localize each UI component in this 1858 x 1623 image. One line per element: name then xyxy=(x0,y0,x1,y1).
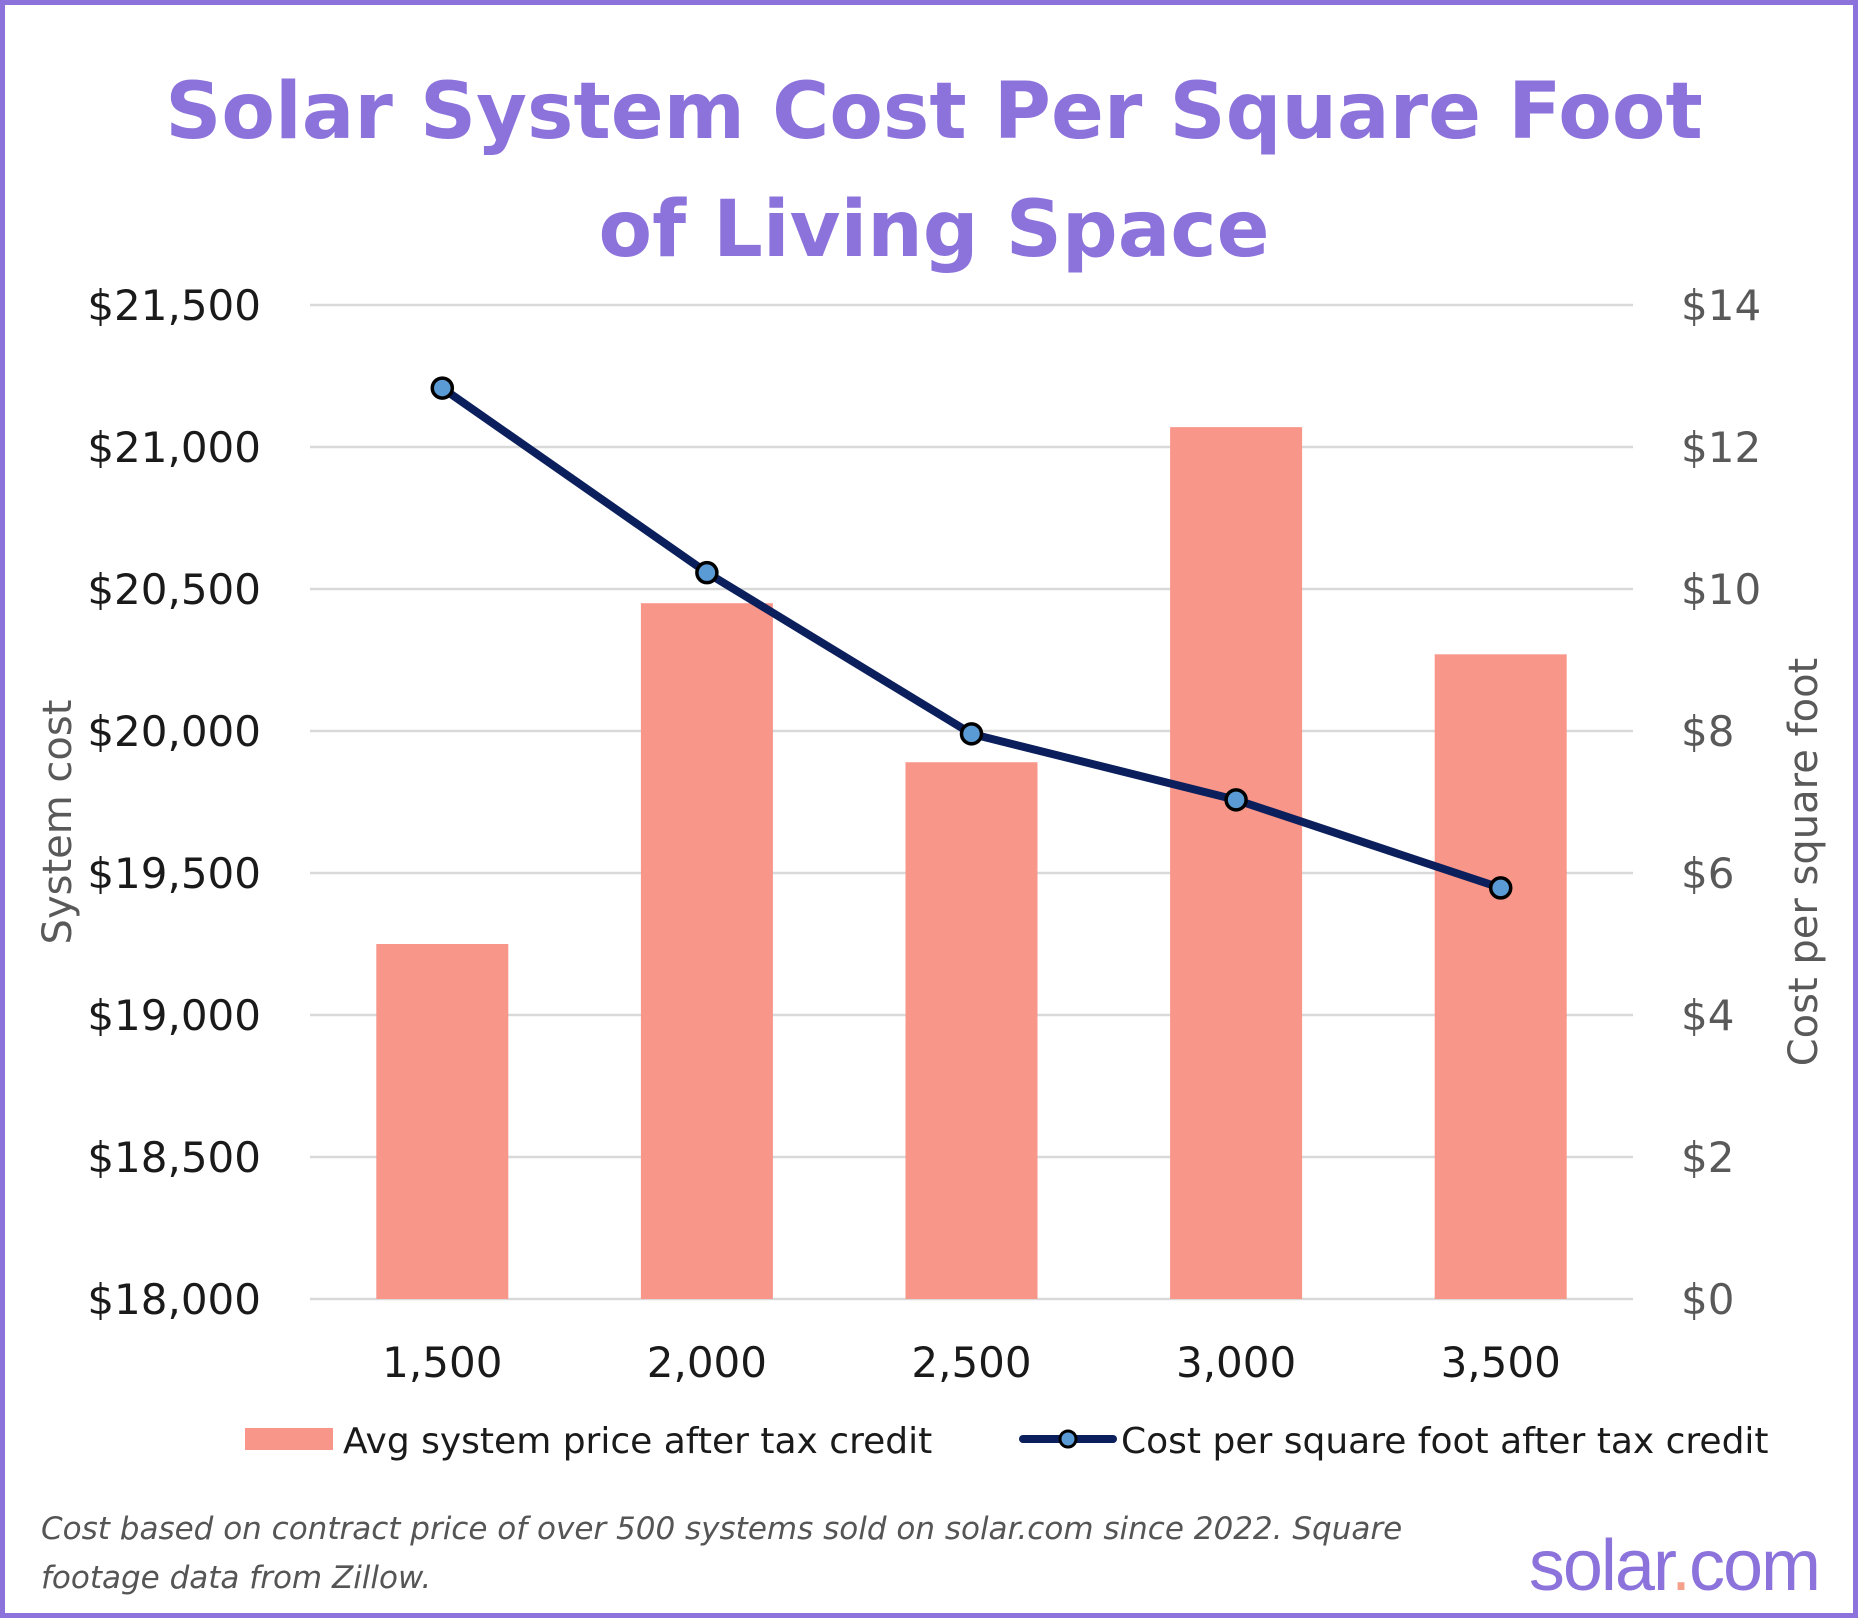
legend-swatch-bars xyxy=(245,1428,333,1450)
y-right-tick-label: $2 xyxy=(1681,1133,1734,1182)
y-left-tick-label: $19,000 xyxy=(87,991,261,1040)
line-point xyxy=(1224,788,1248,812)
footnote: Cost based on contract price of over 500… xyxy=(41,1511,1403,1596)
y-right-axis-title: Cost per square foot xyxy=(1781,658,1827,1067)
bar xyxy=(905,762,1038,1299)
y-left-tick-label: $18,500 xyxy=(87,1133,261,1182)
brand-logo-tld: com xyxy=(1688,1526,1821,1606)
x-tick-label: 2,500 xyxy=(911,1338,1031,1387)
bar xyxy=(640,603,773,1299)
y-right-tick-label: $12 xyxy=(1681,423,1761,472)
y-right-tick-label: $0 xyxy=(1681,1275,1734,1324)
y-right-tick-label: $6 xyxy=(1681,849,1734,898)
bar xyxy=(376,944,509,1299)
chart-title-line-2: of Living Space xyxy=(598,185,1270,275)
y-left-tick-label: $20,000 xyxy=(87,707,261,756)
chart-title: Solar System Cost Per Square Foot of Liv… xyxy=(5,53,1858,289)
y-right-tick-label: $14 xyxy=(1681,281,1761,330)
legend-label-line: Cost per square foot after tax credit xyxy=(1121,1421,1769,1462)
x-tick-label: 3,000 xyxy=(1176,1338,1296,1387)
legend-label-bars: Avg system price after tax credit xyxy=(343,1421,932,1462)
y-left-tick-label: $20,500 xyxy=(87,565,261,614)
y-left-axis-title: System cost xyxy=(35,700,81,945)
y-left-tick-label: $18,000 xyxy=(87,1275,261,1324)
y-left-tick-label: $19,500 xyxy=(87,849,261,898)
brand-logo-dot: . xyxy=(1670,1526,1691,1606)
brand-logo-name: solar xyxy=(1528,1526,1673,1606)
y-right-tick-label: $10 xyxy=(1681,565,1761,614)
y-right-tick-label: $4 xyxy=(1681,991,1734,1040)
line-point xyxy=(695,560,719,585)
x-tick-label: 1,500 xyxy=(382,1338,502,1387)
x-tick-label: 3,500 xyxy=(1441,1338,1561,1387)
y-right-tick-label: $8 xyxy=(1681,707,1734,756)
chart-plot-area: $18,000 $0 $18,500 $2 $19,000 $4 $19,500 $6 $20,… xyxy=(35,281,1827,1462)
bar xyxy=(1434,654,1567,1299)
bar xyxy=(1170,427,1303,1299)
line-point xyxy=(430,376,455,400)
line-point xyxy=(959,722,984,746)
x-tick-label: 2,000 xyxy=(647,1338,767,1387)
brand-logo: solar.com xyxy=(1528,1525,1821,1607)
y-left-tick-label: $21,000 xyxy=(87,423,261,472)
legend-swatch-marker xyxy=(1058,1429,1078,1449)
y-left-tick-label: $21,500 xyxy=(87,281,261,330)
line-point xyxy=(1488,876,1513,900)
chart-title-line-1: Solar System Cost Per Square Foot xyxy=(165,67,1703,157)
